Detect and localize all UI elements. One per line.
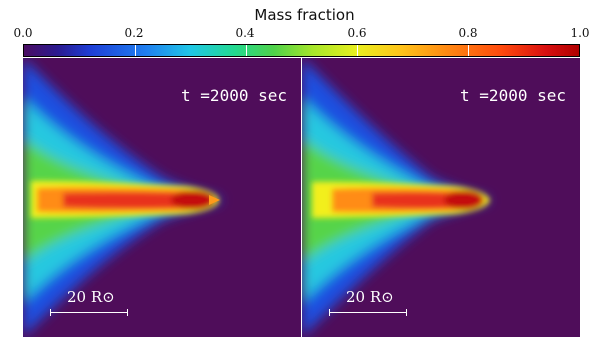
colorbar-tick-4: 0.8	[458, 26, 478, 40]
scale-label: 20 R⊙	[67, 288, 115, 306]
colorbar-mark	[135, 45, 136, 56]
colorbar-gradient	[23, 44, 580, 57]
colorbar-tick-1: 0.2	[124, 26, 144, 40]
colorbar-tick-2: 0.4	[235, 26, 255, 40]
colorbar-title: Mass fraction	[254, 6, 355, 24]
colorbar-tick-3: 0.6	[347, 26, 367, 40]
scale-bar	[329, 309, 407, 316]
simulation-panel-right: t =2000 sec 20 R⊙	[302, 58, 580, 337]
time-label: t =2000 sec	[181, 86, 287, 105]
colorbar-mark	[246, 45, 247, 56]
colorbar-tick-0: 0.0	[13, 26, 33, 40]
scale-label: 20 R⊙	[346, 288, 394, 306]
scale-bar	[50, 309, 128, 316]
colorbar-tick-5: 1.0	[570, 26, 590, 40]
time-label: t =2000 sec	[460, 86, 566, 105]
simulation-panel-left: t =2000 sec 20 R⊙	[23, 58, 301, 337]
colorbar-tick-labels: 0.0 0.2 0.4 0.6 0.8 1.0	[0, 26, 609, 42]
colorbar-mark	[468, 45, 469, 56]
jet-plume-image	[302, 58, 492, 337]
colorbar-mark	[357, 45, 358, 56]
jet-plume-image	[23, 58, 223, 337]
